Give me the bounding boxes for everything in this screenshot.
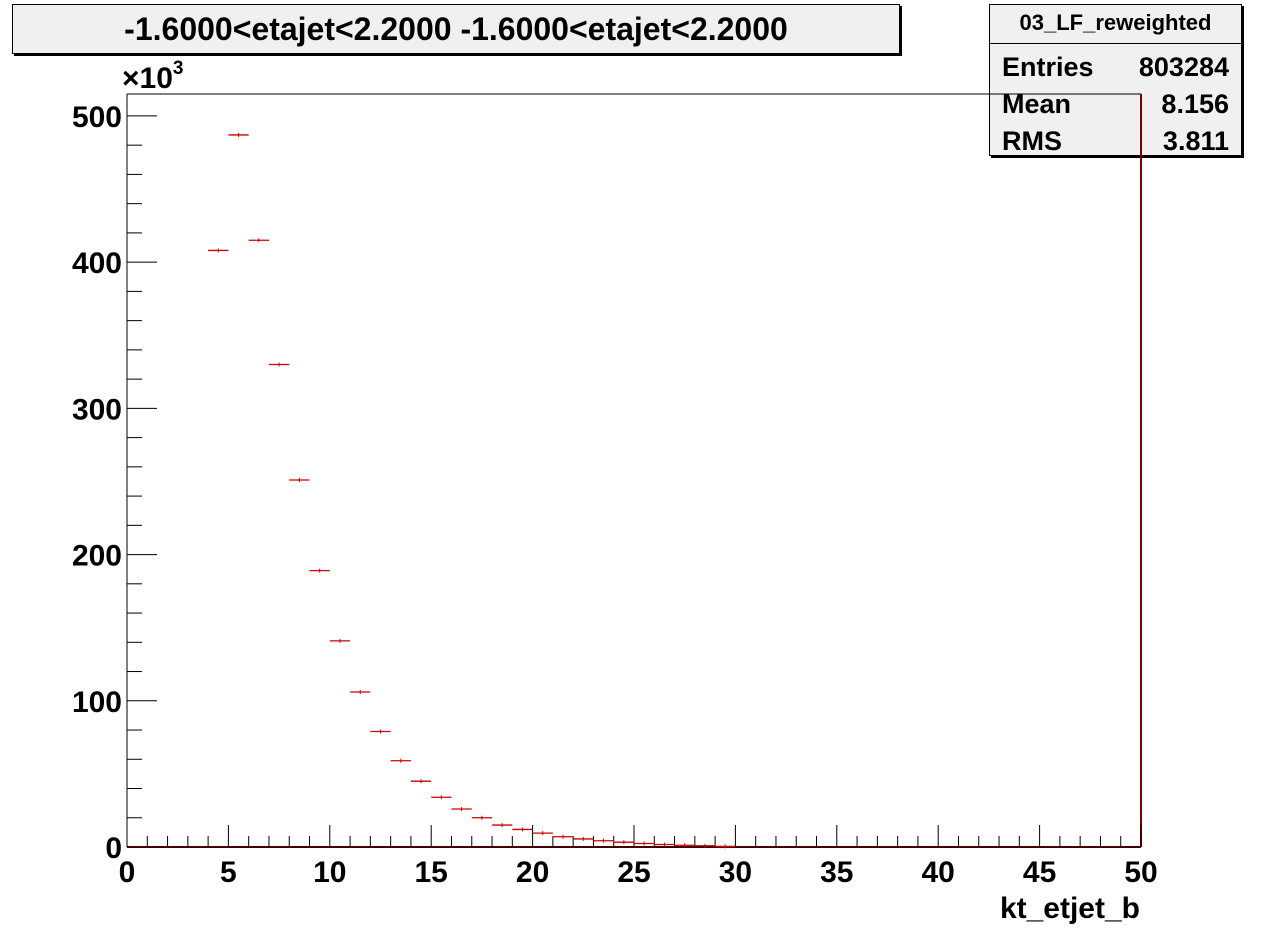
y-axis-multiplier: ×103 — [122, 58, 183, 95]
data-point — [370, 729, 391, 734]
title-box: -1.6000<etajet<2.2000 -1.6000<etajet<2.2… — [12, 4, 900, 54]
y-tick-label: 0 — [105, 832, 122, 865]
data-point — [573, 836, 594, 841]
data-point — [268, 362, 290, 367]
y-tick-label: 200 — [72, 540, 122, 573]
data-point — [471, 815, 493, 820]
x-tick-label: 25 — [617, 856, 650, 889]
data-point — [593, 838, 614, 843]
data-point — [654, 842, 675, 847]
y-tick-label: 100 — [72, 686, 122, 719]
stats-value: 8.156 — [1161, 89, 1229, 119]
data-point — [431, 795, 452, 800]
x-tick-label: 40 — [922, 856, 955, 889]
y-tick-label: 300 — [72, 393, 122, 426]
data-point — [410, 779, 432, 784]
x-tick-label: 35 — [820, 856, 853, 889]
stats-box: 03_LF_reweighted Entries 803284 Mean 8.1… — [989, 4, 1242, 156]
stats-value: 803284 — [1138, 52, 1229, 82]
stats-key: RMS — [1002, 126, 1062, 156]
stats-key: Entries — [1002, 52, 1094, 82]
data-point — [228, 132, 249, 137]
data-point — [350, 690, 371, 695]
data-point — [208, 248, 229, 253]
y-tick-label: 500 — [72, 101, 122, 134]
data-point — [512, 827, 533, 832]
data-point — [532, 831, 553, 836]
data-point — [289, 478, 310, 483]
x-tick-label: 20 — [516, 856, 549, 889]
stats-value: 3.811 — [1162, 126, 1229, 156]
data-point — [552, 834, 574, 839]
data-point — [694, 843, 716, 848]
data-point — [674, 843, 695, 848]
x-tick-label: 5 — [220, 856, 237, 889]
x-tick-label: 30 — [719, 856, 752, 889]
data-point — [613, 840, 634, 845]
data-point — [248, 238, 269, 243]
chart-title: -1.6000<etajet<2.2000 -1.6000<etajet<2.2… — [124, 11, 788, 47]
x-tick-label: 50 — [1124, 856, 1157, 889]
data-point — [492, 823, 513, 828]
stats-row-entries: Entries 803284 — [1002, 49, 1229, 85]
data-point — [634, 841, 655, 846]
data-point — [715, 844, 736, 849]
data-point — [451, 806, 472, 811]
data-point — [390, 758, 411, 763]
x-tick-label: 10 — [313, 856, 346, 889]
x-tick-label: 45 — [1023, 856, 1056, 889]
data-point — [309, 568, 330, 573]
stats-name: 03_LF_reweighted — [990, 5, 1241, 44]
y-tick-label: 400 — [72, 247, 122, 280]
x-tick-label: 15 — [415, 856, 448, 889]
stats-row-rms: RMS 3.811 — [1002, 123, 1229, 159]
x-tick-label: 0 — [119, 856, 136, 889]
data-point — [329, 638, 351, 643]
x-axis-label: kt_etjet_b — [1000, 892, 1140, 925]
